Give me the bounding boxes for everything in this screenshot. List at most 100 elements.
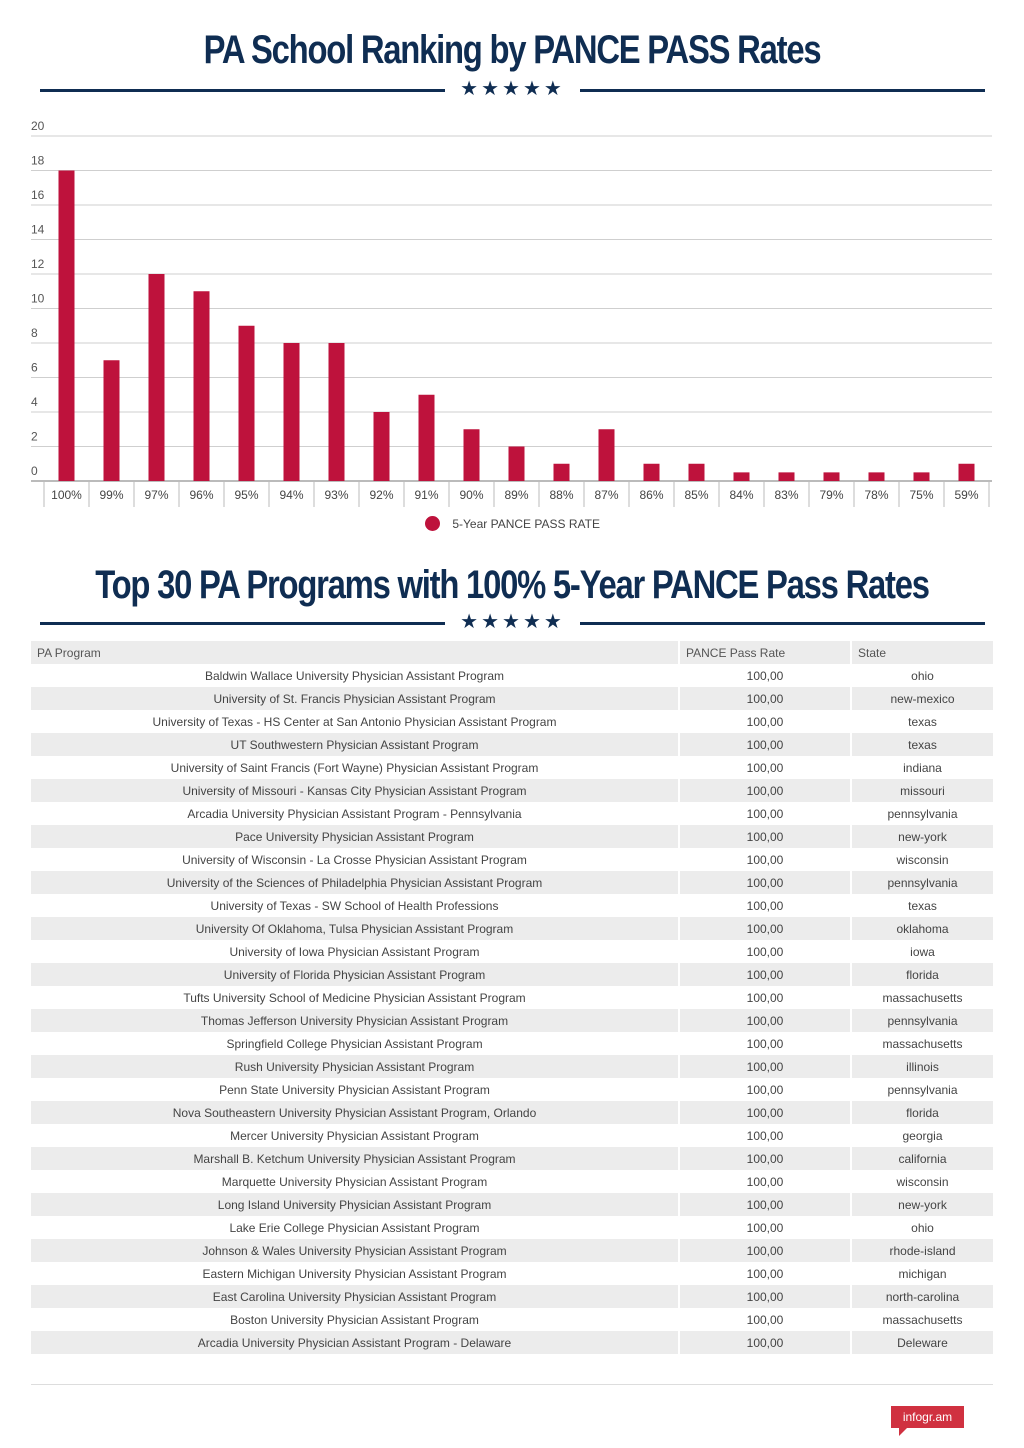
title-divider: ★★★★★ [40, 76, 985, 100]
x-tick-label: 99% [99, 488, 123, 502]
pass-rate-cell: 100,00 [678, 756, 851, 779]
program-name-cell: Eastern Michigan University Physician As… [202, 1266, 507, 1281]
y-tick-label: 14 [31, 223, 45, 237]
program-name-cell: East Carolina University Physician Assis… [31, 1285, 679, 1308]
table-row: Pace University Physician Assistant Prog… [31, 825, 993, 848]
bar [958, 463, 975, 481]
program-name-cell: UT Southwestern Physician Assistant Prog… [31, 733, 679, 756]
y-tick-label: 4 [31, 395, 38, 409]
column-header-state[interactable]: State [850, 641, 993, 664]
state-cell: ohio [850, 664, 993, 687]
y-tick-label: 16 [31, 188, 45, 202]
table-row: East Carolina University Physician Assis… [31, 1285, 993, 1308]
pass-rate-cell: 100,00 [678, 1308, 851, 1331]
stars-icon: ★★★★★ [460, 76, 565, 100]
bar [148, 274, 165, 481]
state-cell: wisconsin [850, 1170, 993, 1193]
pass-rate-cell: 100,00 [678, 1032, 851, 1055]
state-cell: massachusetts [850, 1308, 993, 1331]
pass-rate-cell: 100,00 [678, 1101, 851, 1124]
state-cell: florida [850, 1101, 993, 1124]
pass-rate-cell: 100,00 [678, 848, 851, 871]
x-tick-label: 91% [414, 488, 438, 502]
state-cell: pennsylvania [850, 1078, 993, 1101]
table-row: University of Saint Francis (Fort Wayne)… [31, 756, 993, 779]
x-tick-label: 100% [51, 488, 82, 502]
programs-table: PA Program PANCE Pass Rate State Baldwin… [31, 641, 993, 1354]
program-name-cell: University of Texas - SW School of Healt… [210, 898, 499, 913]
table-row: University of Missouri - Kansas City Phy… [31, 779, 993, 802]
pass-rate-cell: 100,00 [678, 894, 851, 917]
bar [193, 291, 210, 481]
x-tick-label: 83% [774, 488, 798, 502]
state-cell: missouri [850, 779, 993, 802]
table-row: Arcadia University Physician Assistant P… [31, 802, 993, 825]
table-row: University Of Oklahoma, Tulsa Physician … [31, 917, 993, 940]
program-name-cell: University of Saint Francis (Fort Wayne)… [170, 760, 539, 775]
table-row: Thomas Jefferson University Physician As… [31, 1009, 993, 1032]
program-name-cell: University of Missouri - Kansas City Phy… [31, 779, 679, 802]
program-name-cell: Arcadia University Physician Assistant P… [187, 806, 522, 821]
bar [418, 394, 435, 481]
bar [643, 463, 660, 481]
program-name-cell: Johnson & Wales University Physician Ass… [31, 1239, 679, 1262]
state-cell: texas [850, 894, 993, 917]
brand-logo[interactable]: infogr.am [891, 1406, 964, 1436]
program-name-cell: Marshall B. Ketchum University Physician… [31, 1147, 679, 1170]
pass-rate-cell: 100,00 [678, 687, 851, 710]
bar [733, 472, 750, 481]
y-tick-label: 12 [31, 257, 45, 271]
bar [283, 343, 300, 481]
y-tick-label: 18 [31, 154, 45, 168]
page-title: PA School Ranking by PANCE PASS Rates [203, 28, 822, 72]
table-title-divider: ★★★★★ [40, 609, 985, 633]
program-name-cell: Tufts University School of Medicine Phys… [183, 990, 526, 1005]
state-cell: new-york [850, 1193, 993, 1216]
pass-rate-cell: 100,00 [678, 871, 851, 894]
program-name-cell: Rush University Physician Assistant Prog… [31, 1055, 679, 1078]
program-name-cell: Baldwin Wallace University Physician Ass… [205, 668, 504, 683]
x-tick-label: 97% [144, 488, 168, 502]
pass-rate-cell: 100,00 [678, 802, 851, 825]
pass-rate-cell: 100,00 [678, 1193, 851, 1216]
table-row: UT Southwestern Physician Assistant Prog… [31, 733, 993, 756]
state-cell: pennsylvania [850, 802, 993, 825]
y-tick-label: 0 [31, 464, 38, 478]
table-row: Baldwin Wallace University Physician Ass… [31, 664, 993, 687]
x-tick-label: 93% [324, 488, 348, 502]
table-row: Arcadia University Physician Assistant P… [31, 1331, 993, 1354]
column-header-pass-rate[interactable]: PANCE Pass Rate [678, 641, 851, 664]
program-name-cell: University of Florida Physician Assistan… [31, 963, 679, 986]
state-cell: pennsylvania [850, 1009, 993, 1032]
bar-chart: 0 2 4 6 8 10 12 14 16 18 20 100% 99% 97% 96% 95% 94% 93% 9… [31, 119, 992, 507]
bar [868, 472, 885, 481]
pass-rate-cell: 100,00 [678, 1170, 851, 1193]
x-tick-label: 89% [504, 488, 528, 502]
table-row: Long Island University Physician Assista… [31, 1193, 993, 1216]
bar [598, 429, 615, 481]
state-cell: massachusetts [850, 1032, 993, 1055]
state-cell: texas [850, 733, 993, 756]
bar [778, 472, 795, 481]
state-cell: wisconsin [850, 848, 993, 871]
state-cell: iowa [850, 940, 993, 963]
table-row: Johnson & Wales University Physician Ass… [31, 1239, 993, 1262]
x-tick-label: 86% [639, 488, 663, 502]
program-name-cell: University of Texas - HS Center at San A… [152, 714, 557, 729]
pass-rate-cell: 100,00 [678, 1078, 851, 1101]
x-tick-label: 59% [954, 488, 978, 502]
table-row: University of the Sciences of Philadelph… [31, 871, 993, 894]
state-cell: texas [850, 710, 993, 733]
table-row: Mercer University Physician Assistant Pr… [31, 1124, 993, 1147]
state-cell: ohio [850, 1216, 993, 1239]
table-row: Marshall B. Ketchum University Physician… [31, 1147, 993, 1170]
state-cell: Deleware [850, 1331, 993, 1354]
x-tick-label: 75% [909, 488, 933, 502]
state-cell: florida [850, 963, 993, 986]
program-name-cell: Lake Erie College Physician Assistant Pr… [229, 1220, 480, 1235]
state-cell: michigan [850, 1262, 993, 1285]
table-row: Marquette University Physician Assistant… [31, 1170, 993, 1193]
program-name-cell: University of St. Francis Physician Assi… [31, 687, 679, 710]
column-header-program[interactable]: PA Program [31, 641, 679, 664]
footer-divider [31, 1384, 993, 1385]
